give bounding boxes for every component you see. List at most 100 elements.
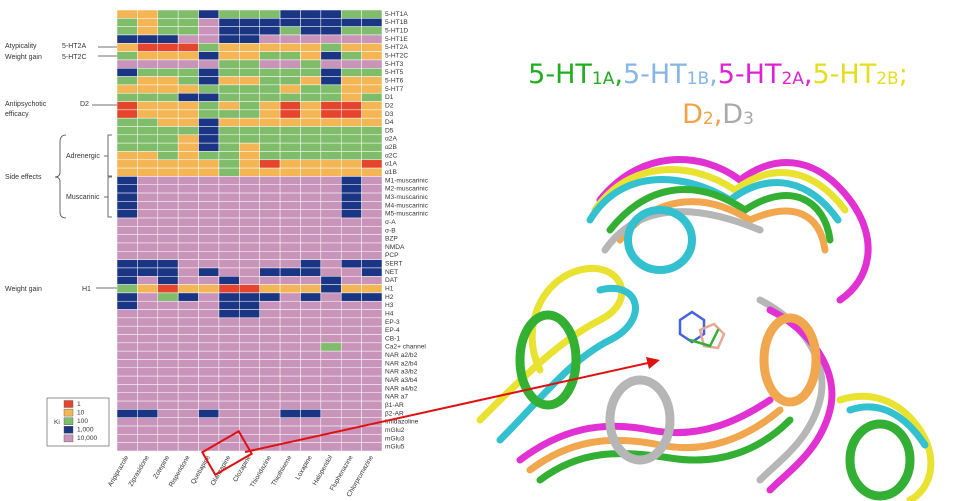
heat-cell [321, 201, 341, 209]
heat-cell [260, 243, 280, 251]
row-label: H1 [385, 285, 394, 292]
heat-cell [280, 268, 300, 276]
column-label: Haloperidol [312, 454, 335, 487]
heat-cell [362, 185, 382, 193]
heat-cell [178, 218, 198, 226]
row-label: mGlu3 [385, 435, 405, 442]
heat-cell [362, 310, 382, 318]
heat-cell [219, 251, 239, 259]
heat-cell [341, 443, 361, 451]
heat-cell [280, 68, 300, 76]
heat-cell [260, 293, 280, 301]
heat-cell [178, 318, 198, 326]
heat-cell [300, 193, 320, 201]
heat-cell [158, 293, 178, 301]
heat-cell [260, 226, 280, 234]
heat-cell [260, 52, 280, 60]
heat-cell [199, 376, 219, 384]
heat-cell [260, 268, 280, 276]
heatmap: 5-HT1A5-HT1B5-HT1D5-HT1E5-HT2A5-HT2C5-HT… [107, 10, 429, 498]
heat-cell [137, 60, 157, 68]
heat-cell [178, 185, 198, 193]
heat-cell [362, 118, 382, 126]
heat-cell [199, 276, 219, 284]
heat-cell [158, 193, 178, 201]
heat-cell [280, 110, 300, 118]
row-label: α1A [385, 161, 397, 168]
heat-cell [199, 368, 219, 376]
structure-title: 5-HT1A,5-HT1B,5-HT2A,5-HT2B;D2,D3 [528, 59, 908, 130]
heat-cell [280, 43, 300, 51]
heat-cell [199, 409, 219, 417]
title-part: 5-HT [623, 59, 687, 90]
heat-cell [341, 368, 361, 376]
heat-cell [117, 10, 137, 18]
heat-cell [260, 335, 280, 343]
heat-cell [362, 110, 382, 118]
heat-cell [199, 68, 219, 76]
heat-cell [239, 85, 259, 93]
legend-swatch [64, 418, 73, 425]
heat-cell [280, 102, 300, 110]
heat-cell [362, 384, 382, 392]
annotation: efficacy [5, 111, 29, 118]
heat-cell [260, 368, 280, 376]
heat-cell [117, 285, 137, 293]
heat-cell [219, 318, 239, 326]
heat-cell [239, 43, 259, 51]
heat-cell [117, 193, 137, 201]
heat-cell [280, 426, 300, 434]
heat-cell [158, 43, 178, 51]
row-label: H4 [385, 310, 394, 317]
heat-cell [178, 235, 198, 243]
heat-cell [199, 60, 219, 68]
row-label: 5-HT6 [385, 77, 404, 84]
structure-title-line: D2,D3 [682, 99, 754, 130]
heat-cell [362, 351, 382, 359]
heat-cell [178, 193, 198, 201]
heat-cell [239, 110, 259, 118]
row-label: BZP [385, 236, 398, 243]
heat-cell [158, 409, 178, 417]
heat-cell [280, 118, 300, 126]
heat-cell [300, 359, 320, 367]
heat-cell [199, 434, 219, 442]
heat-cell [280, 18, 300, 26]
heat-cell [300, 243, 320, 251]
heat-cell [178, 85, 198, 93]
heat-cell [362, 426, 382, 434]
heat-cell [341, 434, 361, 442]
heat-cell [158, 393, 178, 401]
heat-cell [199, 326, 219, 334]
heat-cell [341, 135, 361, 143]
heat-cell [341, 160, 361, 168]
heat-cell [341, 126, 361, 134]
annotation: Weight gain [5, 286, 42, 293]
heat-cell [260, 218, 280, 226]
row-label: NAR a2/b4 [385, 360, 418, 367]
heat-cell [362, 126, 382, 134]
row-label: 5-HT5 [385, 69, 404, 76]
row-label: H3 [385, 302, 394, 309]
heat-cell [321, 85, 341, 93]
heat-cell [239, 376, 259, 384]
heat-cell [219, 235, 239, 243]
heat-cell [137, 52, 157, 60]
column-label: Risperidone [168, 454, 192, 488]
heat-cell [137, 268, 157, 276]
heat-cell [239, 102, 259, 110]
heat-cell [199, 193, 219, 201]
heat-cell [178, 326, 198, 334]
heat-cell [178, 285, 198, 293]
heat-cell [158, 226, 178, 234]
heat-cell [341, 326, 361, 334]
heat-cell [117, 243, 137, 251]
heat-cell [219, 52, 239, 60]
annotation: Atypicality [5, 43, 37, 50]
heat-cell [260, 102, 280, 110]
heat-cell [239, 35, 259, 43]
row-label: PCP [385, 252, 399, 259]
heat-cell [117, 60, 137, 68]
heat-cell [280, 93, 300, 101]
heat-cell [260, 93, 280, 101]
